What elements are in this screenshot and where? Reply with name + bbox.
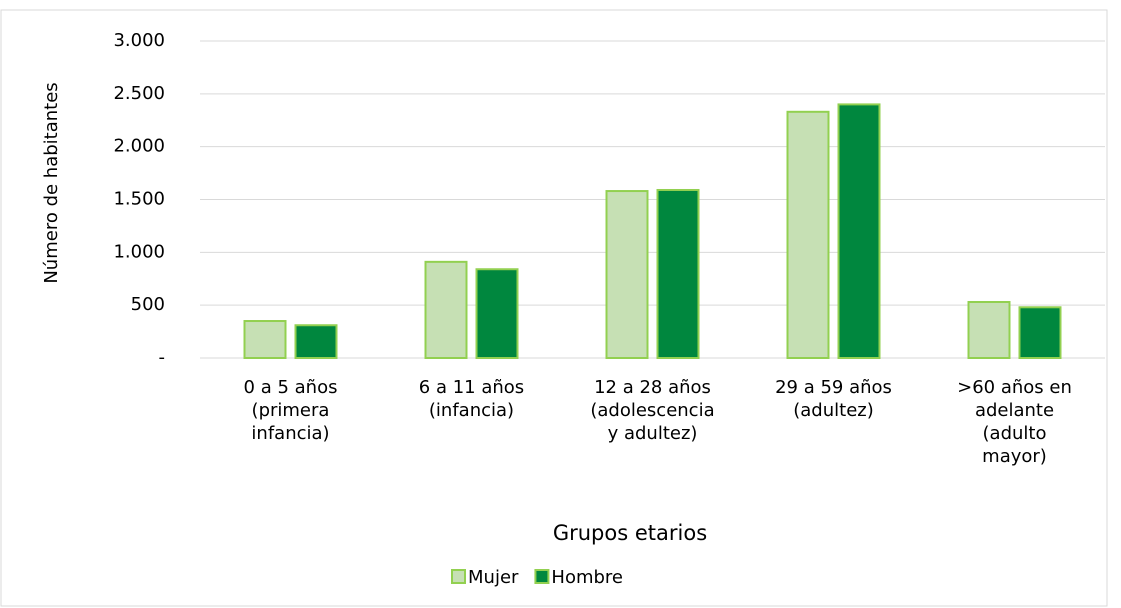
x-tick-label: >60 años en — [957, 377, 1072, 398]
bar — [294, 324, 338, 360]
x-tick-label: adelante — [975, 400, 1054, 421]
legend-swatch — [534, 569, 550, 584]
legend-swatch — [451, 569, 466, 584]
bar — [243, 320, 287, 359]
x-tick-label: (infancia) — [429, 400, 514, 421]
y-tick-label: 2.500 — [113, 83, 165, 104]
bar — [605, 190, 649, 359]
y-tick-label: 1.500 — [113, 189, 165, 210]
y-axis-title: Número de habitantes — [41, 82, 62, 283]
x-tick-label: 29 a 59 años — [775, 377, 892, 398]
x-tick-label: 6 a 11 años — [419, 377, 524, 398]
x-tick-label: (adolescencia — [590, 400, 714, 421]
x-axis-title: Grupos etarios — [553, 521, 707, 545]
x-tick-label: infancia) — [251, 423, 329, 444]
y-tick-label: 3.000 — [113, 30, 165, 51]
y-tick-label: 1.000 — [113, 241, 165, 262]
x-tick-label: (adulto — [983, 423, 1047, 444]
x-tick-label: mayor) — [982, 446, 1047, 467]
bar — [786, 110, 830, 360]
y-tick-label: 500 — [131, 294, 165, 315]
bar — [967, 300, 1011, 360]
legend-label: Hombre — [551, 567, 623, 588]
x-tick-label: y adultez) — [608, 423, 698, 444]
bar — [837, 103, 881, 360]
x-tick-label: (primera — [252, 400, 330, 421]
bar — [1018, 306, 1062, 359]
chart-border — [0, 9, 1108, 607]
bar — [656, 188, 700, 359]
y-tick-label: 2.000 — [113, 136, 165, 157]
bar — [424, 260, 468, 359]
x-tick-label: 0 a 5 años — [244, 377, 338, 398]
legend-label: Mujer — [468, 567, 519, 588]
x-tick-label: 12 a 28 años — [594, 377, 711, 398]
y-tick-label: - — [159, 347, 166, 368]
x-tick-label: (adultez) — [793, 400, 874, 421]
bar — [475, 268, 519, 359]
